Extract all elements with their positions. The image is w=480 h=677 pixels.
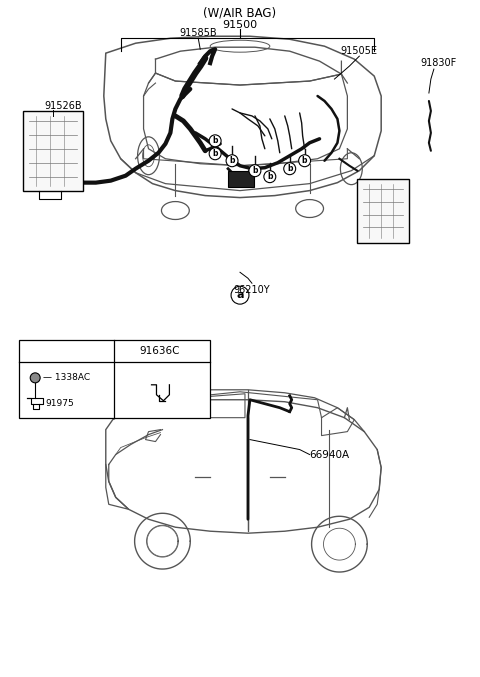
Text: b: b — [212, 136, 218, 146]
Circle shape — [226, 155, 238, 167]
Text: 91526B: 91526B — [44, 101, 82, 111]
Circle shape — [209, 135, 221, 147]
Circle shape — [209, 148, 221, 160]
Circle shape — [284, 162, 296, 175]
Circle shape — [299, 155, 311, 167]
Circle shape — [30, 373, 40, 383]
Text: b: b — [267, 172, 273, 181]
Circle shape — [231, 286, 249, 304]
Text: 91636C: 91636C — [140, 346, 180, 356]
Circle shape — [120, 343, 136, 359]
Text: 91585B: 91585B — [180, 28, 217, 39]
Text: 91500: 91500 — [222, 20, 258, 30]
Text: b: b — [124, 346, 131, 356]
Text: a: a — [236, 290, 244, 300]
Text: 96210Y: 96210Y — [234, 285, 270, 295]
Circle shape — [264, 171, 276, 183]
Text: 91830F: 91830F — [420, 58, 457, 68]
Text: (W/AIR BAG): (W/AIR BAG) — [204, 7, 276, 20]
FancyBboxPatch shape — [23, 111, 83, 191]
Text: b: b — [302, 156, 307, 165]
Bar — [228, 171, 254, 187]
Circle shape — [249, 165, 261, 177]
FancyBboxPatch shape — [357, 179, 409, 244]
Text: 91505E: 91505E — [341, 46, 378, 56]
Text: b: b — [212, 149, 218, 158]
Text: 91975: 91975 — [45, 399, 74, 408]
Circle shape — [25, 343, 41, 359]
Text: a: a — [30, 346, 36, 356]
Text: b: b — [287, 165, 292, 173]
Text: 66940A: 66940A — [310, 450, 350, 460]
Bar — [19, 340, 210, 418]
Text: b: b — [229, 156, 235, 165]
Text: — 1338AC: — 1338AC — [43, 373, 90, 383]
Text: b: b — [252, 166, 258, 175]
